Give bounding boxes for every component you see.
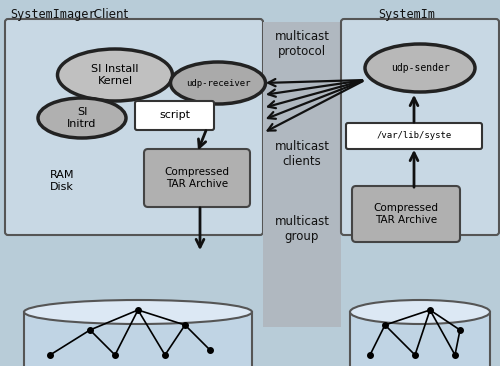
Ellipse shape <box>170 62 266 104</box>
Text: SI
Initrd: SI Initrd <box>68 107 96 129</box>
Text: udp-sender: udp-sender <box>390 63 450 73</box>
Text: multicast
group: multicast group <box>274 215 330 243</box>
Bar <box>350 312 490 366</box>
Text: SystemImager: SystemImager <box>10 8 96 21</box>
Text: SystemIm: SystemIm <box>378 8 435 21</box>
Text: Compressed
TAR Archive: Compressed TAR Archive <box>374 203 438 225</box>
Ellipse shape <box>58 49 172 101</box>
Text: Compressed
TAR Archive: Compressed TAR Archive <box>164 167 230 189</box>
Text: multicast
clients: multicast clients <box>274 140 330 168</box>
Text: Client: Client <box>90 8 128 21</box>
Ellipse shape <box>38 98 126 138</box>
FancyBboxPatch shape <box>5 19 263 235</box>
Text: udp-receiver: udp-receiver <box>186 78 250 87</box>
Text: multicast
protocol: multicast protocol <box>274 30 330 58</box>
Text: SI Install
Kernel: SI Install Kernel <box>91 64 139 86</box>
FancyBboxPatch shape <box>135 101 214 130</box>
Ellipse shape <box>24 300 252 324</box>
Bar <box>263 22 341 327</box>
Ellipse shape <box>365 44 475 92</box>
Text: script: script <box>159 111 190 120</box>
FancyBboxPatch shape <box>144 149 250 207</box>
FancyBboxPatch shape <box>341 19 499 235</box>
FancyBboxPatch shape <box>352 186 460 242</box>
Bar <box>24 312 252 366</box>
Ellipse shape <box>350 300 490 324</box>
Text: /var/lib/syste: /var/lib/syste <box>376 131 452 141</box>
FancyBboxPatch shape <box>346 123 482 149</box>
Text: RAM
Disk: RAM Disk <box>50 170 74 191</box>
